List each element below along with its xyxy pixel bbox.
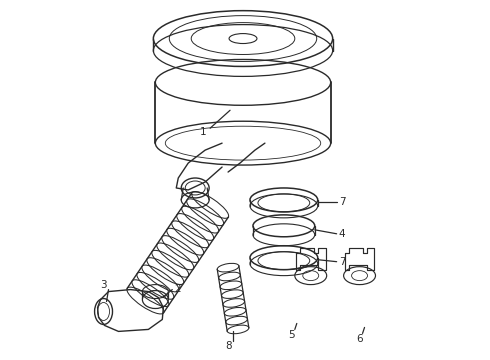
Text: 2: 2: [174, 284, 181, 293]
Text: 8: 8: [225, 341, 231, 351]
Text: 7: 7: [339, 197, 345, 207]
Text: 7: 7: [339, 257, 345, 267]
Text: 1: 1: [200, 127, 207, 137]
Text: 3: 3: [100, 280, 107, 289]
Text: 6: 6: [356, 334, 363, 345]
Text: 5: 5: [289, 330, 295, 341]
Text: 4: 4: [339, 229, 345, 239]
